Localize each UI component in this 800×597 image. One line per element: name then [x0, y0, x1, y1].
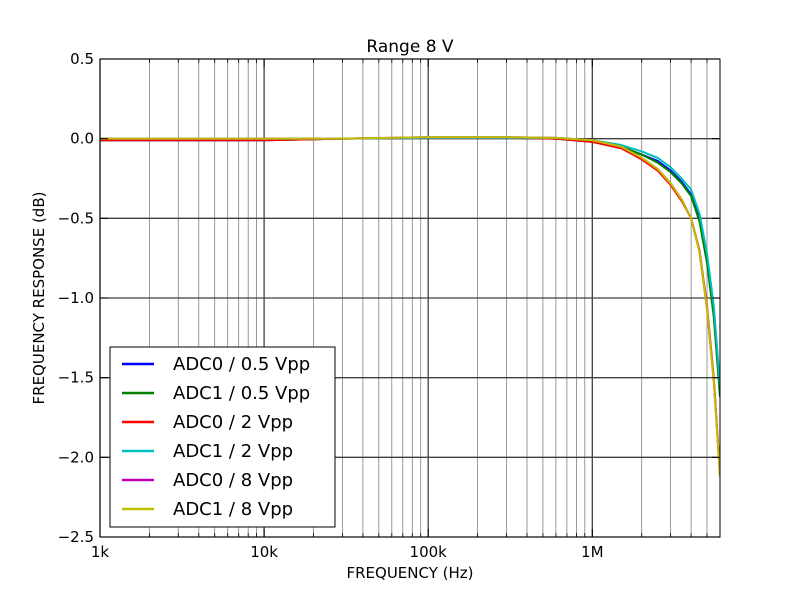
x-tick-label: 10k [250, 543, 278, 561]
series-line-5 [100, 136, 720, 477]
legend-box [109, 346, 336, 528]
legend: ADC0 / 0.5 Vpp ADC1 / 0.5 Vpp ADC0 / 2 Vpp… [109, 346, 336, 528]
y-axis-label: FREQUENCY RESPONSE (dB) [30, 192, 48, 405]
x-tick-label: 1k [91, 543, 110, 561]
y-tick-label: 0.0 [70, 130, 94, 148]
legend-entry: ADC0 / 0.5 Vpp [173, 354, 310, 375]
x-tick-label: 100k [410, 543, 448, 561]
y-tick-label: 0.5 [70, 50, 94, 68]
axis-ticks: 1k 10k 100k 1M 0.5 0.0 −0.5 −1.0 −1.5 −2.0 −2.5 [58, 50, 720, 561]
x-axis-label: FREQUENCY (Hz) [346, 564, 473, 582]
y-tick-label: −1.0 [58, 289, 94, 307]
y-tick-label: −2.0 [58, 448, 94, 466]
x-tick-label: 1M [581, 543, 604, 561]
legend-entry: ADC1 / 0.5 Vpp [173, 383, 310, 404]
legend-entry: ADC0 / 8 Vpp [173, 470, 293, 491]
y-tick-label: −0.5 [58, 209, 94, 227]
series-lines [100, 136, 720, 477]
legend-entry: ADC1 / 8 Vpp [173, 499, 293, 520]
legend-entry: ADC0 / 2 Vpp [173, 412, 293, 433]
y-tick-label: −2.5 [58, 528, 94, 546]
y-tick-label: −1.5 [58, 369, 94, 387]
chart-title: Range 8 V [366, 37, 454, 57]
legend-entry: ADC1 / 2 Vpp [173, 441, 293, 462]
